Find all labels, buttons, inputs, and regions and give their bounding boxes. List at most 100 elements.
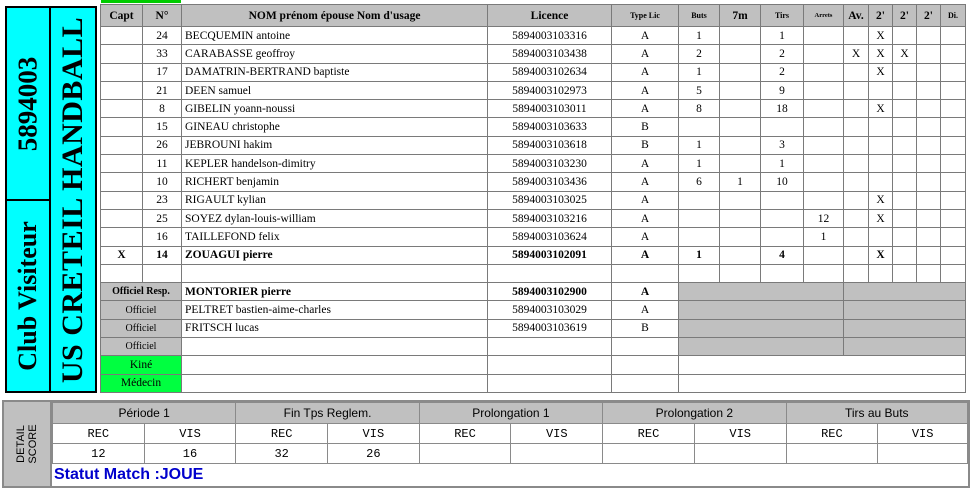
player-num: 16 bbox=[142, 227, 182, 247]
player-name: DAMATRIN-BERTRAND baptiste bbox=[181, 62, 488, 82]
player-av bbox=[843, 99, 869, 119]
player-type: A bbox=[611, 172, 679, 192]
player-di bbox=[940, 44, 966, 64]
header-type-lic: Type Lic bbox=[611, 4, 679, 27]
player-arrets: 1 bbox=[803, 227, 844, 247]
top-green-strip bbox=[101, 0, 181, 3]
player-name: BECQUEMIN antoine bbox=[181, 25, 488, 46]
player-s2 bbox=[892, 190, 917, 210]
player-row: 23 RIGAULT kylian 5894003103025 A X bbox=[100, 190, 966, 210]
header-7m: 7m bbox=[719, 4, 761, 27]
player-num: 24 bbox=[142, 25, 182, 46]
player-buts bbox=[678, 208, 720, 229]
player-licence: 5894003103618 bbox=[487, 135, 612, 156]
club-label: Club Visiteur bbox=[13, 221, 42, 371]
player-m7 bbox=[719, 117, 761, 137]
player-arrets bbox=[803, 80, 844, 101]
staff-blank bbox=[678, 373, 966, 393]
official-licence: 5894003102900 bbox=[487, 282, 612, 302]
score-vis-value: 16 bbox=[143, 443, 237, 464]
player-arrets bbox=[803, 99, 844, 119]
player-s1: X bbox=[868, 25, 893, 46]
player-s2 bbox=[892, 208, 917, 229]
player-arrets bbox=[803, 117, 844, 137]
staff-type bbox=[611, 373, 679, 393]
player-num: 11 bbox=[142, 154, 182, 174]
score-rec-value bbox=[418, 443, 512, 464]
score-side-text: DETAIL SCORE bbox=[15, 424, 39, 463]
official-gray-block-2 bbox=[843, 337, 966, 357]
player-buts: 5 bbox=[678, 80, 720, 101]
player-tirs: 10 bbox=[760, 172, 804, 192]
player-buts bbox=[678, 227, 720, 247]
player-row: 16 TAILLEFOND felix 5894003103624 A 1 bbox=[100, 227, 966, 247]
empty-cell bbox=[678, 263, 720, 284]
score-vis-label: VIS bbox=[143, 423, 237, 444]
empty-cell bbox=[868, 263, 893, 284]
player-row: 26 JEBROUNI hakim 5894003103618 B 1 3 bbox=[100, 135, 966, 156]
player-s2: X bbox=[892, 44, 917, 64]
player-m7 bbox=[719, 44, 761, 64]
player-m7 bbox=[719, 25, 761, 46]
player-num: 15 bbox=[142, 117, 182, 137]
player-name: CARABASSE geoffroy bbox=[181, 44, 488, 64]
player-capt bbox=[100, 190, 143, 210]
player-licence: 5894003103624 bbox=[487, 227, 612, 247]
player-s1: X bbox=[868, 62, 893, 82]
score-table: Période 1 Fin Tps Reglem. Prolongation 1 Pr… bbox=[51, 402, 969, 464]
player-name: ZOUAGUI pierre bbox=[181, 245, 488, 265]
player-tirs: 2 bbox=[760, 62, 804, 82]
player-s2 bbox=[892, 117, 917, 137]
player-s3 bbox=[916, 99, 941, 119]
player-tirs: 3 bbox=[760, 135, 804, 156]
staff-name bbox=[181, 355, 488, 375]
official-type: A bbox=[611, 300, 679, 320]
player-s3 bbox=[916, 172, 941, 192]
player-type: A bbox=[611, 245, 679, 265]
staff-licence bbox=[487, 355, 612, 375]
official-gray-block bbox=[678, 300, 844, 320]
player-s3 bbox=[916, 245, 941, 265]
player-m7 bbox=[719, 135, 761, 156]
staff-role: Kiné bbox=[100, 355, 182, 375]
score-vis-label: VIS bbox=[327, 423, 420, 444]
official-type: B bbox=[611, 318, 679, 339]
player-m7 bbox=[719, 227, 761, 247]
player-name: SOYEZ dylan-louis-william bbox=[181, 208, 488, 229]
staff-role: Médecin bbox=[100, 373, 182, 393]
player-s3 bbox=[916, 62, 941, 82]
player-buts: 6 bbox=[678, 172, 720, 192]
player-licence: 5894003102091 bbox=[487, 245, 612, 265]
score-rec-value: 12 bbox=[52, 443, 145, 464]
player-row: 33 CARABASSE geoffroy 5894003103438 A 2 2 X X X bbox=[100, 44, 966, 64]
official-gray-block-2 bbox=[843, 300, 966, 320]
player-di bbox=[940, 80, 966, 101]
player-m7 bbox=[719, 62, 761, 82]
player-capt bbox=[100, 25, 143, 46]
score-rec-label: REC bbox=[235, 423, 329, 444]
player-di bbox=[940, 172, 966, 192]
player-row: X 14 ZOUAGUI pierre 5894003102091 A 1 4 X bbox=[100, 245, 966, 265]
score-labels-row: REC VIS REC VIS REC VIS REC VIS REC VIS bbox=[52, 423, 968, 444]
player-di bbox=[940, 117, 966, 137]
player-tirs bbox=[760, 190, 804, 210]
official-gray-block bbox=[678, 282, 844, 302]
empty-cell bbox=[916, 263, 941, 284]
player-s3 bbox=[916, 117, 941, 137]
score-vis-label: VIS bbox=[693, 423, 787, 444]
player-buts bbox=[678, 190, 720, 210]
score-rec-label: REC bbox=[52, 423, 145, 444]
player-num: 10 bbox=[142, 172, 182, 192]
player-s3 bbox=[916, 80, 941, 101]
player-name: DEEN samuel bbox=[181, 80, 488, 101]
player-capt bbox=[100, 117, 143, 137]
player-licence: 5894003103025 bbox=[487, 190, 612, 210]
player-arrets bbox=[803, 245, 844, 265]
player-buts: 1 bbox=[678, 62, 720, 82]
player-name: RICHERT benjamin bbox=[181, 172, 488, 192]
player-av bbox=[843, 227, 869, 247]
player-di bbox=[940, 99, 966, 119]
header-capt: Capt bbox=[100, 4, 143, 27]
player-licence: 5894003102973 bbox=[487, 80, 612, 101]
player-capt bbox=[100, 80, 143, 101]
